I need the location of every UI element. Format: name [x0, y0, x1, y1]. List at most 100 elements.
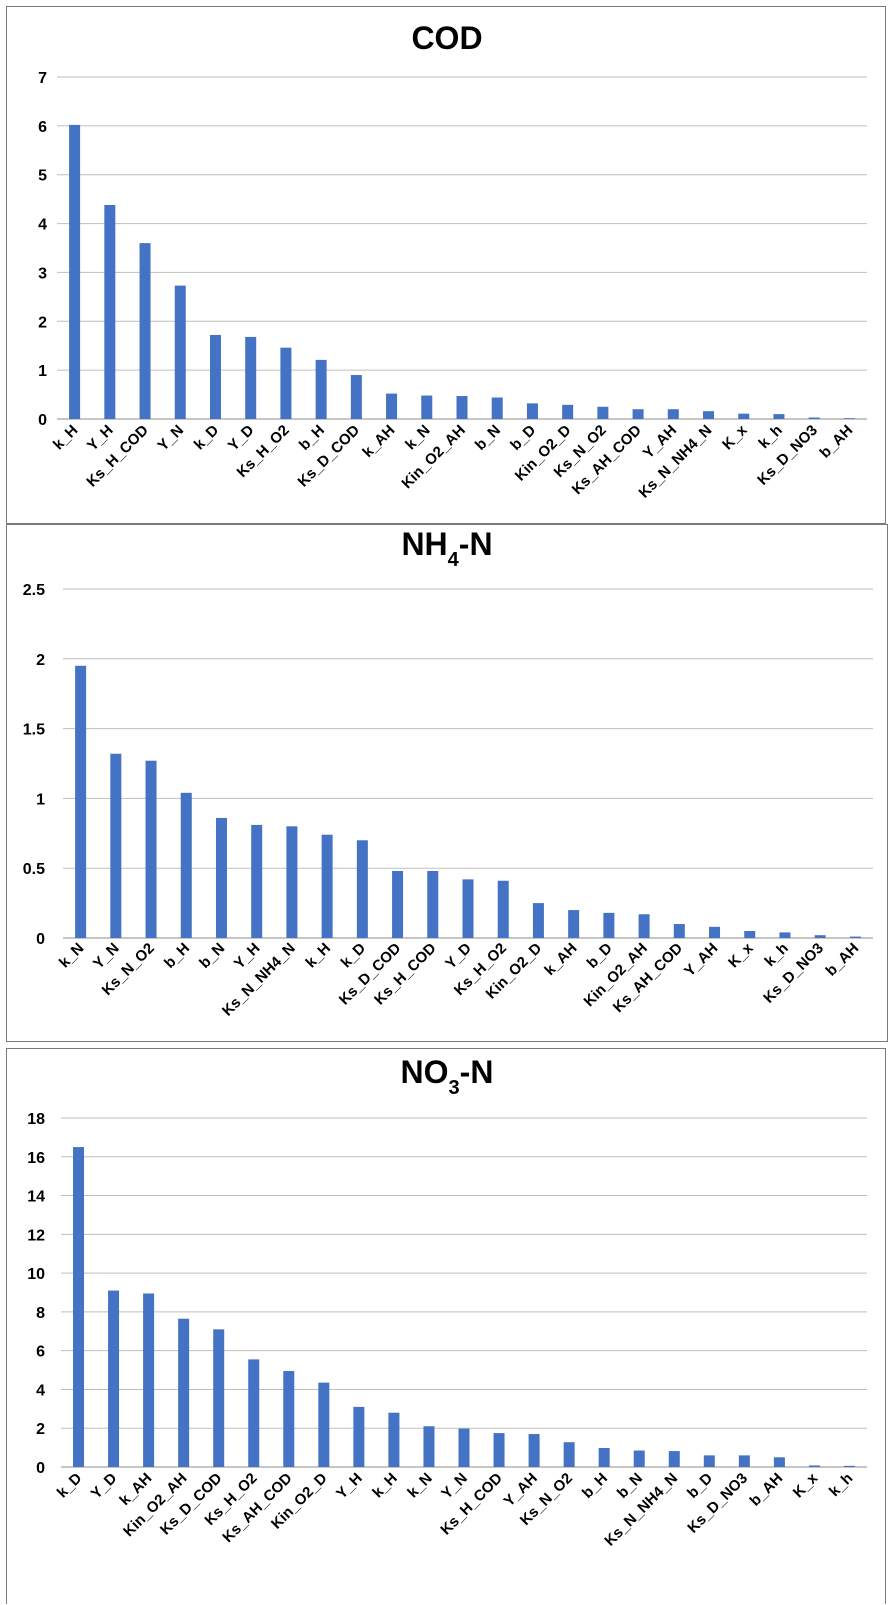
- bar-k-h: [773, 414, 785, 419]
- x-category-label: Y_H: [333, 1470, 366, 1503]
- bar-k-h: [69, 124, 81, 419]
- x-category-label: b_N: [196, 940, 228, 972]
- bar-b-h: [180, 792, 192, 938]
- chart-title-main: NH: [401, 526, 447, 562]
- bar-k-x: [744, 931, 756, 938]
- bar-b-h: [315, 359, 327, 419]
- chart-title-subscript: 4: [448, 549, 460, 571]
- nh4-chart-title: NH4-N: [401, 526, 492, 571]
- x-category-label: k_D: [191, 422, 223, 454]
- bar-b-n: [491, 397, 503, 419]
- bar-ks-n-o2: [145, 760, 157, 938]
- bar-k-d: [356, 840, 368, 938]
- bar-kin-o2-d: [318, 1382, 330, 1467]
- chart-title-main: COD: [411, 20, 482, 56]
- bar-ks-ah-cod: [283, 1371, 295, 1467]
- x-category-label: k_H: [369, 1470, 400, 1501]
- y-tick-label: 4: [36, 1382, 45, 1399]
- nh4-bar-chart: NH4-N00.511.522.5k_N Y_NKs_N_O2 b_H b_N Y_HK…: [23, 526, 873, 1020]
- bar-ks-d-no3: [814, 935, 826, 938]
- bar-k-h: [321, 834, 333, 938]
- y-tick-label: 6: [36, 1344, 45, 1361]
- bar-kin-o2-ah: [456, 396, 468, 419]
- y-tick-label: 2.5: [23, 582, 45, 599]
- y-tick-label: 2: [36, 652, 45, 669]
- cod-chart-panel: COD 0 1 2 3 4 5 6 7 k_H Y_H Ks_H_COD Y_N k_D Y_D Ks_H_O…: [6, 6, 886, 524]
- y-tick-label: 4: [38, 217, 47, 234]
- no3-chart-panel: NO3-N 0 2 4 6 8 10 12 14 16 18 k_D Y_D k_AH Kin_O2_AH K…: [6, 1048, 886, 1604]
- bar-ks-h-o2: [280, 347, 292, 419]
- bar-ks-h-cod: [139, 243, 151, 419]
- y-tick-label: 0: [38, 412, 47, 429]
- bar-y-ah: [667, 409, 679, 419]
- chart-title-main: NO: [401, 1054, 449, 1090]
- bar-k-h: [388, 1412, 400, 1467]
- y-tick-label: 0: [36, 1460, 45, 1477]
- bar-k-h: [779, 932, 791, 938]
- bar-y-h: [251, 824, 263, 938]
- bar-ks-n-nh4-n: [286, 826, 298, 938]
- bar-y-h: [353, 1406, 365, 1467]
- bar-b-h: [598, 1447, 610, 1467]
- y-tick-label: 3: [38, 265, 47, 282]
- x-category-label: b_AH: [747, 1470, 787, 1510]
- x-category-label: b_H: [579, 1470, 611, 1502]
- y-tick-label: 18: [27, 1111, 45, 1128]
- bar-ks-h-o2: [497, 880, 509, 938]
- bar-ks-d-no3: [808, 417, 820, 419]
- x-category-label: k_h: [755, 422, 785, 452]
- y-tick-label: 6: [38, 119, 47, 136]
- bar-y-d: [245, 336, 257, 419]
- bar-k-n: [75, 665, 87, 938]
- x-category-label: b_N: [472, 422, 504, 454]
- bar-ks-d-cod: [213, 1329, 225, 1467]
- x-category-label: b_AH: [823, 940, 863, 980]
- x-category-label: k_h: [761, 940, 791, 970]
- chart-title-tail: -N: [460, 1054, 494, 1090]
- y-tick-label: 2: [38, 314, 47, 331]
- bar-y-d: [108, 1290, 120, 1467]
- bar-y-h: [104, 205, 116, 419]
- y-tick-label: 5: [38, 168, 47, 185]
- nh4-chart-panel: NH4-N 0 0.5 1 1.5 2 2.5 k_N Y_N Ks_N_O2 b_H b_N Y_H K…: [6, 524, 888, 1042]
- y-tick-label: 10: [27, 1266, 45, 1283]
- bar-ks-n-o2: [563, 1442, 575, 1467]
- x-category-label: Y_N: [154, 422, 187, 455]
- bar-k-ah: [386, 393, 398, 419]
- x-category-label: K_x: [719, 421, 751, 453]
- bar-k-x: [738, 413, 750, 419]
- bar-ks-d-no3: [738, 1455, 750, 1467]
- bar-y-n: [174, 285, 186, 419]
- bar-b-ah: [843, 418, 855, 419]
- x-category-label: K_x: [790, 1469, 822, 1501]
- bar-kin-o2-d: [532, 903, 544, 938]
- bar-ks-ah-cod: [632, 409, 644, 419]
- bar-k-ah: [143, 1293, 155, 1467]
- bar-ks-h-cod: [493, 1433, 505, 1467]
- bar-y-d: [462, 879, 474, 938]
- bar-y-n: [110, 753, 122, 938]
- y-tick-label: 1: [38, 363, 47, 380]
- bar-y-ah: [528, 1434, 540, 1467]
- x-category-label: K_x: [725, 939, 757, 971]
- chart-title-tail: -N: [459, 526, 493, 562]
- bar-kin-o2-d: [562, 404, 574, 419]
- bar-b-n: [215, 817, 227, 938]
- bar-k-x: [808, 1465, 820, 1467]
- bar-kin-o2-ah: [178, 1318, 190, 1467]
- x-category-label: k_H: [50, 422, 81, 453]
- bar-k-n: [421, 395, 433, 419]
- bar-ks-n-nh4-n: [703, 411, 715, 419]
- chart-title-subscript: 3: [449, 1077, 460, 1099]
- bar-b-d: [526, 403, 538, 419]
- y-tick-label: 0: [36, 931, 45, 948]
- x-category-label: b_H: [161, 940, 193, 972]
- y-tick-label: 1.5: [23, 722, 45, 739]
- bar-y-n: [458, 1428, 470, 1467]
- bar-ks-d-cod: [392, 870, 404, 938]
- bar-ks-n-o2: [597, 406, 609, 419]
- bar-k-d: [73, 1147, 85, 1467]
- bar-b-ah: [773, 1457, 785, 1467]
